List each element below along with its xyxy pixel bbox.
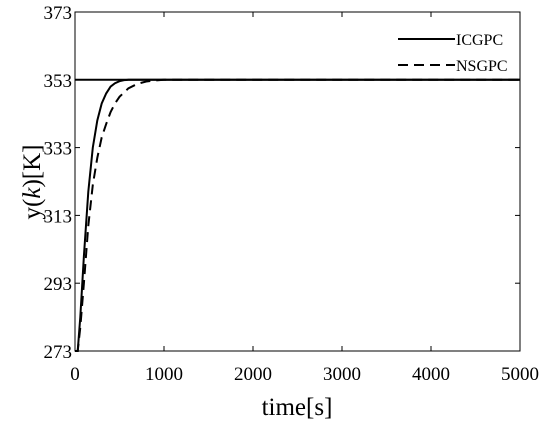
x-tick-label-5000: 5000 xyxy=(501,364,539,385)
x-tick-label-3000: 3000 xyxy=(323,364,361,385)
x-tick-label-2000: 2000 xyxy=(234,364,272,385)
axis-ticks: 0 1000 2000 3000 4000 5000 273 293 313 333 353 373 xyxy=(44,3,540,385)
plot-frame xyxy=(74,11,521,352)
x-tick-label-4000: 4000 xyxy=(412,364,450,385)
x-tick-label-0: 0 xyxy=(70,364,80,385)
y-axis-label-prefix: y( xyxy=(19,199,46,220)
y-axis-label: y(k)[K] xyxy=(19,145,46,220)
legend-label-icgpc: ICGPC xyxy=(456,32,503,49)
y-tick-label-313: 313 xyxy=(44,206,73,227)
y-tick-label-333: 333 xyxy=(44,139,73,160)
y-tick-label-293: 293 xyxy=(44,274,73,295)
x-tick-label-1000: 1000 xyxy=(145,364,183,385)
legend-label-nsgpc: NSGPC xyxy=(456,58,508,75)
y-tick-label-273: 273 xyxy=(44,342,73,363)
y-axis-label-variable: k xyxy=(19,187,46,199)
legend: ICGPC NSGPC xyxy=(398,32,508,75)
series-lines xyxy=(75,78,520,352)
y-tick-label-353: 353 xyxy=(44,71,73,92)
x-axis-label: time[s] xyxy=(262,394,333,421)
y-axis-label-unit: )[K] xyxy=(19,145,46,188)
plot-area xyxy=(75,12,520,351)
y-tick-label-373: 373 xyxy=(44,3,73,24)
